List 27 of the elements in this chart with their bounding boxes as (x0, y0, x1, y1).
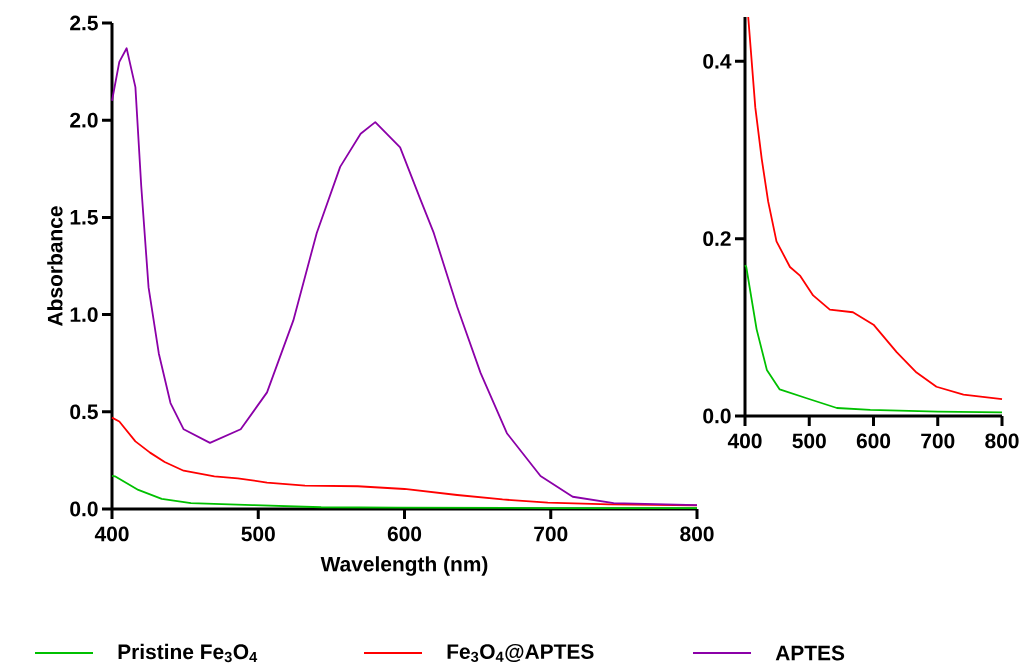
x-tick-label: 600 (387, 526, 422, 542)
x-tick-label: 500 (792, 433, 826, 449)
x-tick-label: 500 (241, 526, 275, 542)
line-series (111, 47, 698, 507)
y-tick-label: 0.4 (703, 53, 732, 69)
x-tick-label: 700 (534, 526, 568, 542)
x-tick-label: 400 (94, 526, 129, 542)
y-tick-label: 1.5 (70, 210, 98, 225)
y-tick-label: 2.5 (70, 15, 98, 31)
legend-label: Fe$_{3}$O$_{4}$@APTES (447, 643, 594, 663)
x-axis-title: Wavelength (nm) (320, 556, 488, 576)
legend-label: APTES (775, 645, 845, 661)
x-tick-label: 700 (921, 433, 955, 449)
x-tick-label: 800 (680, 526, 714, 542)
x-tick-label: 600 (856, 433, 891, 449)
y-tick-label: 0.2 (703, 231, 731, 247)
legend-label: Pristine Fe$_{3}$O$_{4}$ (118, 643, 258, 663)
y-tick-label: 0.0 (703, 408, 731, 424)
y-tick-label: 0.5 (70, 404, 98, 420)
y-axis-title: Absorbance (47, 206, 63, 326)
y-tick-label: 1.0 (70, 307, 98, 322)
x-tick-label: 400 (727, 433, 762, 449)
y-tick-label: 0.0 (70, 501, 98, 517)
line-series (744, 264, 1003, 414)
line-series (747, 16, 1003, 401)
x-tick-label: 800 (985, 433, 1019, 449)
y-tick-label: 2.0 (70, 112, 98, 128)
